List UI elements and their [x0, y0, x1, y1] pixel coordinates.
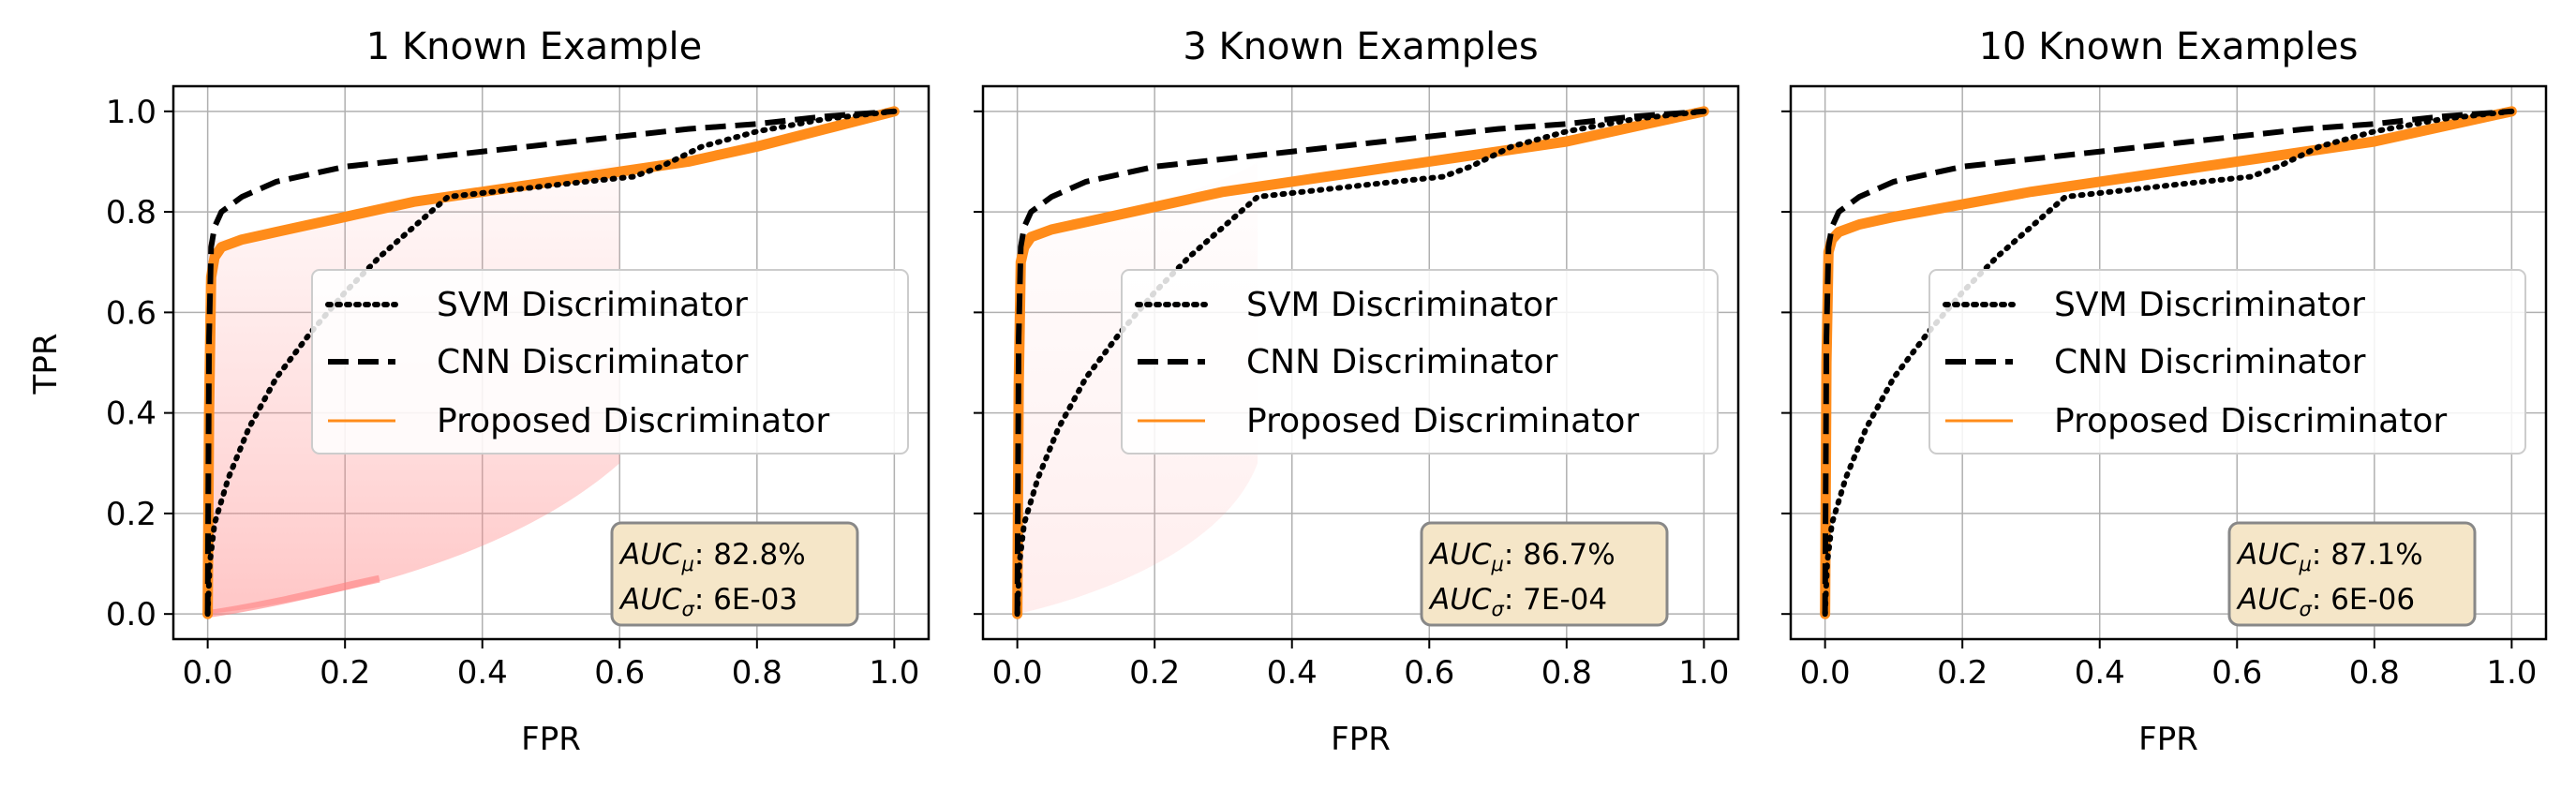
x-tick-label: 0.0: [183, 654, 233, 692]
panel-1-legend: SVM Discriminator CNN Discriminator Prop…: [311, 269, 909, 455]
panel-2-auc-box: AUCμ: 86.7% AUCσ: 7E-04: [1420, 521, 1669, 627]
x-tick-label: 1.0: [1678, 654, 1729, 692]
x-tick-label: 1.0: [2486, 654, 2537, 692]
series-line-svm-discriminator: [1014, 108, 1707, 618]
panel-2-legend: SVM Discriminator CNN Discriminator Prop…: [1121, 269, 1719, 455]
panel-3-legend-cnn: CNN Discriminator: [2054, 343, 2366, 381]
panel-1-auc-mu: AUCμ: 82.8%: [618, 538, 806, 575]
panel-2-auc-sigma: AUCσ: 7E-04: [1428, 583, 1607, 620]
panel-1-xlabel: FPR: [521, 721, 581, 758]
panel-3-ticks: 0.0 0.2 0.4 0.6 0.8 1.0: [1781, 110, 2537, 692]
panel-1-legend-box: [311, 269, 909, 455]
panel-1-series: [202, 106, 900, 619]
panel-3: 10 Known Examples 0.0 0.2 0.4 0.6 0.8 1.0 FPR…: [1781, 25, 2548, 758]
series-line-svm-discriminator: [204, 108, 898, 618]
x-tick-label: 0.2: [1129, 654, 1180, 692]
x-tick-label: 0.0: [1800, 654, 1851, 692]
panel-1-axes-frame: [171, 84, 931, 641]
panel-1-auc-box: AUCμ: 82.8% AUCσ: 6E-03: [610, 521, 859, 627]
panel-1-legend-cnn: CNN Discriminator: [437, 343, 749, 381]
panel-3-auc-box-bg: [2227, 521, 2477, 627]
y-tick-label: 0.8: [106, 194, 156, 231]
panel-2-legend-svm: SVM Discriminator: [1246, 286, 1557, 324]
panel-2-title: 3 Known Examples: [1183, 25, 1538, 68]
panel-3-axes-frame: [1789, 84, 2548, 641]
panel-3-legend-svm: SVM Discriminator: [2054, 286, 2365, 324]
x-tick-label: 0.6: [1404, 654, 1454, 692]
x-tick-label: 0.4: [457, 654, 508, 692]
panel-2-auc-box-bg: [1420, 521, 1669, 627]
panel-1-ylabel: TPR: [27, 334, 65, 395]
panel-3-title: 10 Known Examples: [1979, 25, 2359, 68]
x-tick-label: 0.2: [1937, 654, 1988, 692]
x-tick-label: 0.8: [1541, 654, 1592, 692]
panel-1-legend-svm: SVM Discriminator: [437, 286, 748, 324]
series-line-cnn-discriminator: [1014, 108, 1705, 615]
panel-2-auc-mu: AUCμ: 86.7%: [1428, 538, 1616, 575]
panel-1: 1 Known Example 0.0 0.0 0.2 0.2 0.4 0.4 0.6 0.6…: [27, 25, 931, 758]
x-tick-label: 0.0: [992, 654, 1043, 692]
variance-band-bottom-curve: [207, 574, 380, 619]
panel-2-series: [1012, 106, 1709, 619]
y-tick-label: 0.2: [106, 496, 156, 533]
x-tick-label: 0.2: [320, 654, 370, 692]
x-tick-label: 0.8: [2349, 654, 2400, 692]
panel-2-legend-box: [1121, 269, 1719, 455]
panel-3-xlabel: FPR: [2138, 721, 2198, 758]
panel-2-legend-cnn: CNN Discriminator: [1246, 343, 1558, 381]
x-tick-label: 1.0: [869, 654, 919, 692]
panel-1-ticks: 0.0 0.0 0.2 0.2 0.4 0.4 0.6 0.6 0.8 0.8 1.0 1.0: [106, 94, 919, 692]
panel-2-ticks: 0.0 0.2 0.4 0.6 0.8 1.0: [974, 110, 1729, 692]
panel-1-auc-sigma: AUCσ: 6E-03: [618, 583, 797, 620]
panel-1-auc-box-bg: [610, 521, 859, 627]
series-line-cnn-discriminator: [204, 108, 895, 615]
panel-3-auc-mu: AUCμ: 87.1%: [2236, 538, 2423, 575]
panel-2-legend-proposed: Proposed Discriminator: [1246, 402, 1639, 440]
x-tick-label: 0.8: [732, 654, 782, 692]
panel-3-auc-sigma: AUCσ: 6E-06: [2236, 583, 2415, 620]
series-line-cnn-discriminator: [1822, 108, 2512, 615]
panel-2: 3 Known Examples 0.0 0.2 0.4 0.6 0.8 1.0 FPR …: [974, 25, 1740, 758]
panel-3-series: [1820, 106, 2517, 619]
panel-2-axes-frame: [981, 84, 1740, 641]
y-tick-label: 0.4: [106, 395, 156, 433]
series-line-svm-discriminator: [1822, 108, 2515, 618]
panel-2-xlabel: FPR: [1331, 721, 1391, 758]
y-tick-label: 1.0: [106, 94, 156, 131]
y-tick-label: 0.0: [106, 596, 156, 633]
series-line-proposed-discriminator: [1012, 106, 1709, 619]
x-tick-label: 0.6: [594, 654, 645, 692]
panel-1-legend-proposed: Proposed Discriminator: [437, 402, 829, 440]
y-tick-label: 0.6: [106, 294, 156, 332]
x-tick-label: 0.4: [2075, 654, 2125, 692]
panel-3-legend-proposed: Proposed Discriminator: [2054, 402, 2447, 440]
x-tick-label: 0.6: [2211, 654, 2262, 692]
x-tick-label: 0.4: [1267, 654, 1318, 692]
panel-1-title: 1 Known Example: [366, 25, 703, 68]
panel-3-auc-box: AUCμ: 87.1% AUCσ: 6E-06: [2227, 521, 2477, 627]
panel-3-legend: SVM Discriminator CNN Discriminator Prop…: [1928, 269, 2526, 455]
panel-3-legend-box: [1928, 269, 2526, 455]
